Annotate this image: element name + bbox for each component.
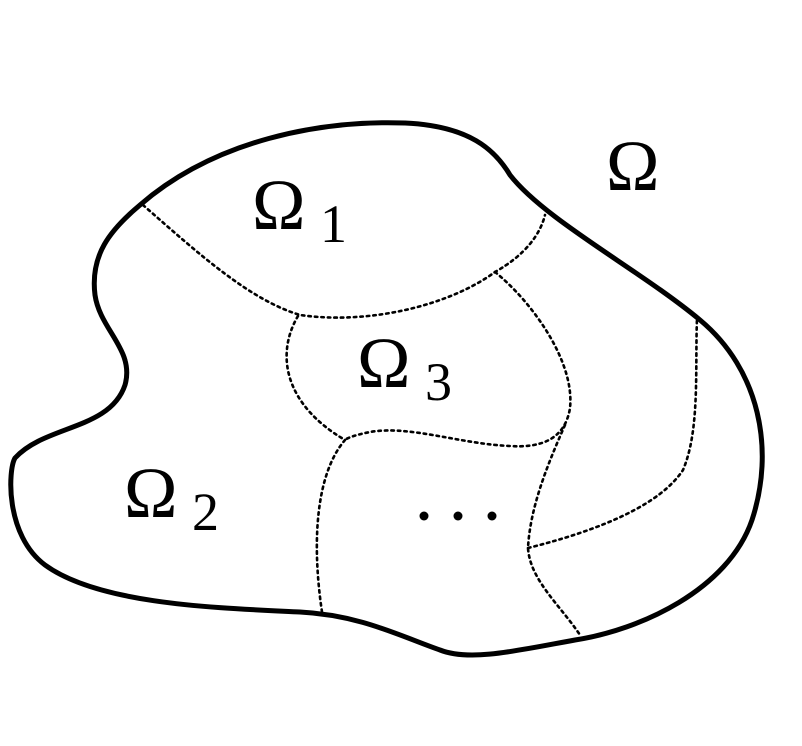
subdomain-omega3-symbol: Ω: [357, 323, 411, 403]
interface-omega2-bottom: [315, 438, 347, 614]
subdomain-omega1-symbol: Ω: [252, 165, 306, 245]
interface-omega1: [141, 203, 547, 319]
subdomain-omega1-subscript: 1: [320, 194, 347, 254]
ellipsis-dot: [453, 511, 463, 521]
interface-omega3-left: [285, 314, 347, 442]
ellipsis-dot: [419, 511, 429, 521]
interface-middle-vertical: [526, 423, 582, 637]
domain-omega-label: Ω: [606, 126, 660, 206]
interface-right-region: [526, 316, 699, 550]
ellipsis-dot: [487, 511, 497, 521]
subdomain-omega2-symbol: Ω: [124, 453, 178, 533]
subdomain-omega2-subscript: 2: [192, 482, 219, 542]
domain-boundary: [8, 120, 765, 658]
subdomain-omega3-subscript: 3: [425, 352, 452, 412]
interface-omega3-right: [343, 270, 572, 448]
ellipsis-marker: [419, 511, 497, 521]
